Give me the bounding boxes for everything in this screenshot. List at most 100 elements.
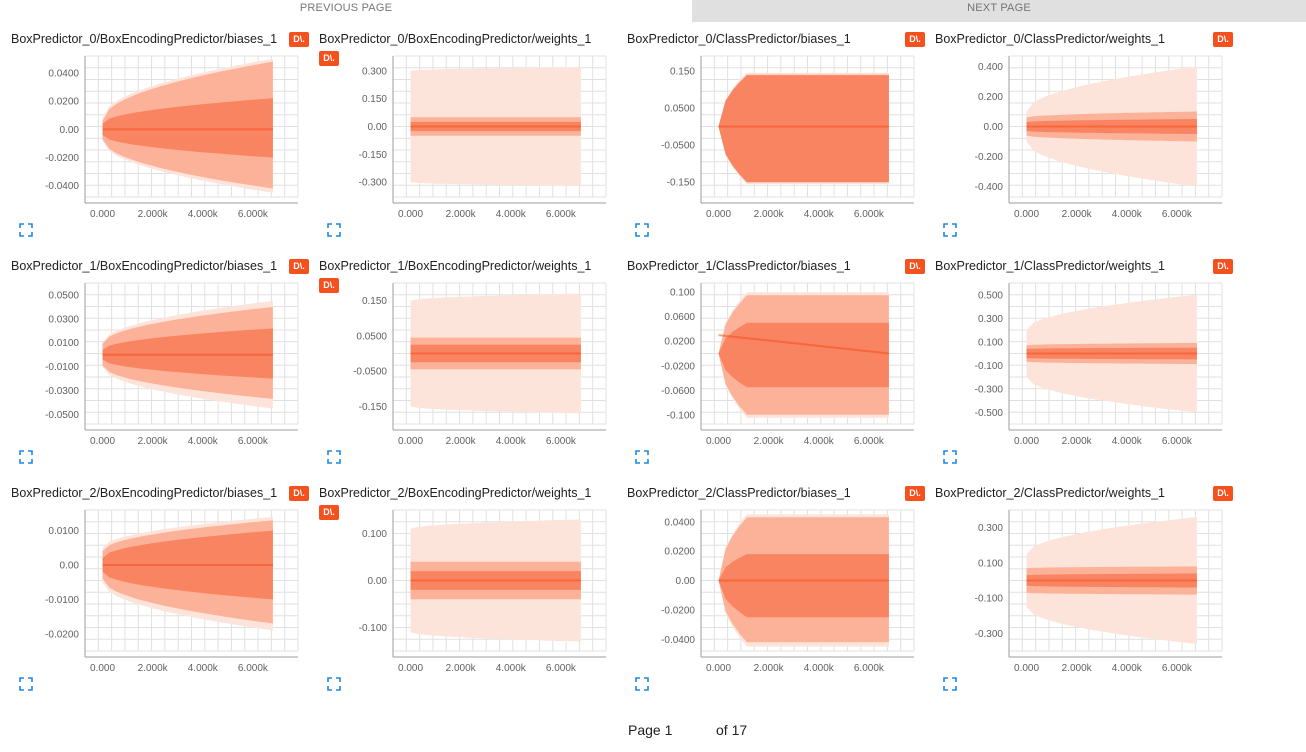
y-tick-label: -0.0100 <box>45 595 79 606</box>
y-tick-label: -0.100 <box>975 361 1004 372</box>
download-icon[interactable]: D\. <box>289 259 309 274</box>
y-tick-label: -0.0200 <box>661 361 695 372</box>
chart-title: BoxPredictor_2/ClassPredictor/biases_1 <box>627 486 851 500</box>
x-tick-label: 2.000k <box>138 209 169 220</box>
y-tick-label: 0.00 <box>60 125 80 136</box>
y-tick-label: -0.0500 <box>353 367 387 378</box>
download-icon[interactable]: D\. <box>289 32 309 47</box>
y-tick-label: 0.0500 <box>356 331 387 342</box>
y-tick-label: 0.00 <box>368 576 388 587</box>
page-count-label: of 17 <box>716 722 748 738</box>
distribution-band <box>102 328 273 379</box>
x-tick-label: 0.000 <box>1014 436 1039 447</box>
x-tick-label: 4.000k <box>804 436 835 447</box>
y-tick-label: -0.0400 <box>45 181 79 192</box>
pagination-footer: Page 1 of 17 <box>0 720 1306 740</box>
next-page-button[interactable]: NEXT PAGE <box>692 0 1306 22</box>
y-tick-label: 0.100 <box>978 337 1003 348</box>
x-tick-label: 6.000k <box>238 663 269 674</box>
histogram-card: BoxPredictor_2/BoxEncodingPredictor/bias… <box>11 486 311 706</box>
chart-title: BoxPredictor_1/ClassPredictor/weights_1 <box>935 259 1165 273</box>
histogram-chart: 0.100 0.00 -0.100 0.000 2.000k 4.000k 6.000k <box>359 509 607 674</box>
expand-icon[interactable] <box>327 450 343 466</box>
y-tick-label: -0.0200 <box>661 605 695 616</box>
y-tick-label: -0.0600 <box>661 386 695 397</box>
x-tick-label: 6.000k <box>546 209 577 220</box>
download-icon[interactable]: D\. <box>319 51 339 66</box>
expand-icon[interactable] <box>635 677 651 693</box>
expand-icon[interactable] <box>19 223 35 239</box>
expand-icon[interactable] <box>19 450 35 466</box>
y-tick-label: 0.150 <box>362 94 387 105</box>
x-tick-label: 2.000k <box>1062 436 1093 447</box>
y-tick-label: 0.0200 <box>664 547 695 558</box>
download-icon[interactable]: D\. <box>905 259 925 274</box>
y-tick-label: -0.500 <box>975 408 1004 419</box>
distribution-band <box>718 554 889 618</box>
x-tick-label: 4.000k <box>496 436 527 447</box>
x-tick-label: 4.000k <box>804 209 835 220</box>
histogram-card: BoxPredictor_0/BoxEncodingPredictor/bias… <box>11 32 311 252</box>
y-tick-label: -0.300 <box>975 629 1004 640</box>
chart-title: BoxPredictor_0/BoxEncodingPredictor/bias… <box>11 32 278 46</box>
x-tick-label: 0.000 <box>90 209 115 220</box>
x-tick-label: 2.000k <box>1062 663 1093 674</box>
y-tick-label: -0.200 <box>975 152 1004 163</box>
x-tick-label: 2.000k <box>754 209 785 220</box>
histogram-card: BoxPredictor_1/ClassPredictor/biases_1 D\… <box>627 259 927 479</box>
download-icon[interactable]: D\. <box>1213 486 1233 501</box>
x-tick-label: 4.000k <box>496 663 527 674</box>
y-tick-label: 0.0600 <box>664 312 695 323</box>
expand-icon[interactable] <box>635 223 651 239</box>
download-icon[interactable]: D\. <box>289 486 309 501</box>
y-tick-label: -0.0100 <box>45 362 79 373</box>
x-tick-label: 2.000k <box>1062 209 1093 220</box>
x-tick-label: 6.000k <box>1162 663 1193 674</box>
y-tick-label: -0.0200 <box>45 629 79 640</box>
y-tick-label: 0.0300 <box>48 314 79 325</box>
expand-icon[interactable] <box>327 223 343 239</box>
expand-icon[interactable] <box>635 450 651 466</box>
download-icon[interactable]: D\. <box>1213 259 1233 274</box>
y-tick-label: 0.0500 <box>48 290 79 301</box>
distribution-band <box>718 322 889 388</box>
x-tick-label: 4.000k <box>188 663 219 674</box>
download-icon[interactable]: D\. <box>319 505 339 520</box>
y-tick-label: 0.500 <box>978 290 1003 301</box>
download-icon[interactable]: D\. <box>905 32 925 47</box>
histogram-card: BoxPredictor_0/ClassPredictor/weights_1 D… <box>935 32 1235 252</box>
x-tick-label: 6.000k <box>238 436 269 447</box>
expand-icon[interactable] <box>943 677 959 693</box>
x-tick-label: 6.000k <box>1162 209 1193 220</box>
histogram-chart: 0.150 0.0500 -0.0500 -0.150 0.000 2.000k 4.000… <box>661 55 915 220</box>
y-tick-label: 0.300 <box>978 523 1003 534</box>
histogram-card: BoxPredictor_1/ClassPredictor/weights_1 D… <box>935 259 1235 479</box>
x-tick-label: 2.000k <box>138 663 169 674</box>
y-tick-label: -0.150 <box>667 178 696 189</box>
chart-title: BoxPredictor_0/BoxEncodingPredictor/weig… <box>319 32 592 46</box>
expand-icon[interactable] <box>327 677 343 693</box>
download-icon[interactable]: D\. <box>1213 32 1233 47</box>
expand-icon[interactable] <box>943 450 959 466</box>
download-icon[interactable]: D\. <box>319 278 339 293</box>
histogram-chart: 0.0500 0.0300 0.0100 -0.0100 -0.0300 -0.0500 0… <box>45 282 299 447</box>
y-tick-label: 0.100 <box>362 529 387 540</box>
expand-icon[interactable] <box>943 223 959 239</box>
histogram-chart: 0.100 0.0600 0.0200 -0.0200 -0.0600 -0.100 0.0… <box>661 282 915 447</box>
y-tick-label: 0.0100 <box>48 338 79 349</box>
x-tick-label: 0.000 <box>706 209 731 220</box>
previous-page-button[interactable]: PREVIOUS PAGE <box>0 0 692 22</box>
x-tick-label: 4.000k <box>1112 209 1143 220</box>
x-tick-label: 6.000k <box>546 436 577 447</box>
y-tick-label: 0.0400 <box>48 68 79 79</box>
x-tick-label: 2.000k <box>138 436 169 447</box>
x-tick-label: 0.000 <box>706 436 731 447</box>
download-icon[interactable]: D\. <box>905 486 925 501</box>
x-tick-label: 0.000 <box>706 663 731 674</box>
y-tick-label: 0.00 <box>676 576 696 587</box>
y-tick-label: -0.100 <box>359 623 388 634</box>
x-tick-label: 6.000k <box>854 209 885 220</box>
expand-icon[interactable] <box>19 677 35 693</box>
histogram-chart: 0.150 0.0500 -0.0500 -0.150 0.000 2.000k 4.000… <box>353 282 607 447</box>
y-tick-label: -0.100 <box>667 410 696 421</box>
